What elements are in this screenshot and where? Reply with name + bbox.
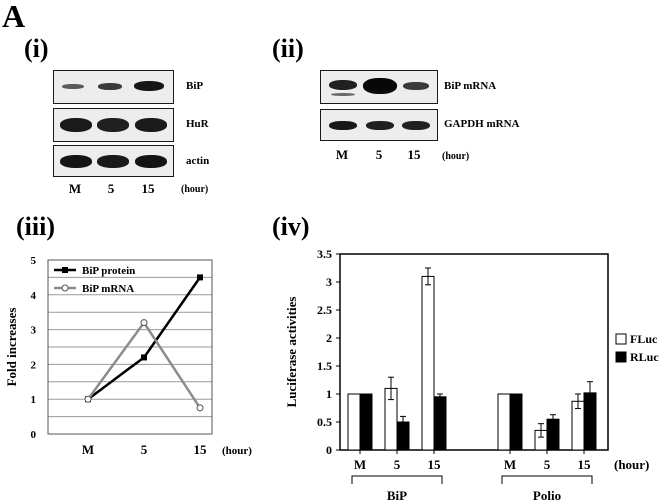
band: [135, 118, 167, 132]
x-tick-label: M: [354, 457, 366, 472]
legend-marker: [61, 284, 69, 292]
y-tick-label: 0.5: [317, 415, 332, 429]
bar: [497, 393, 511, 451]
band: [97, 118, 129, 132]
y-tick-label: 1.5: [317, 359, 332, 373]
lane-label: 15: [407, 147, 421, 162]
y-tick-label: 0: [31, 429, 37, 441]
group-label: BiP: [387, 488, 407, 502]
y-tick-label: 0: [326, 443, 332, 457]
lane-label: 5: [375, 147, 383, 162]
bar: [421, 275, 435, 451]
blot-hur: [53, 108, 174, 142]
plot-frame: [47, 259, 213, 435]
x-unit-label: (hour): [614, 457, 649, 472]
blot-label-bip-mrna: BiP mRNA: [444, 80, 497, 92]
y-tick-label: 3: [326, 275, 332, 289]
x-tick-label: 15: [194, 442, 208, 457]
x-tick-label: 15: [428, 457, 442, 472]
panel-label-i: (i): [24, 34, 49, 63]
line-chart-fold-increase: 0 1 2 3 4 5 M 5 15 (hour) Fold increases BiP protei…: [4, 255, 252, 457]
blot-bip-mrna: [320, 70, 438, 104]
data-point: [141, 354, 147, 361]
data-point: [84, 395, 92, 403]
lane-label: 5: [107, 181, 115, 196]
band: [60, 118, 92, 132]
blot-label-bip: BiP: [186, 80, 204, 92]
panel-label-iii: (iii): [16, 212, 55, 241]
y-axis-label: Luciferase activities: [284, 297, 299, 408]
y-tick-label: 2: [31, 359, 37, 371]
band: [97, 155, 129, 168]
band: [363, 78, 397, 94]
group-bracket: [351, 475, 443, 484]
bar: [359, 393, 373, 451]
x-tick-label: M: [82, 442, 94, 457]
legend-swatch: [615, 333, 627, 345]
band: [62, 84, 84, 89]
legend-marker: [62, 267, 68, 273]
legend-label: BiP mRNA: [82, 283, 134, 295]
band: [98, 83, 122, 90]
blot-label-gapdh-mrna: GAPDH mRNA: [444, 118, 520, 130]
data-point: [197, 274, 203, 281]
legend-label: BiP protein: [82, 265, 135, 277]
band: [403, 82, 429, 90]
bar-chart-luciferase: 0 0.5 1 1.5 2 2.5 3 3.5 Luciferase activities M 5 1…: [284, 247, 659, 502]
band: [331, 93, 355, 96]
series-line: [86, 320, 202, 409]
x-tick-label: 5: [544, 457, 551, 472]
band: [134, 81, 164, 91]
y-tick-label: 3: [31, 325, 37, 337]
x-tick-label: 5: [141, 442, 148, 457]
lane-label: 15: [141, 181, 155, 196]
band: [329, 80, 357, 90]
y-tick-label: 2: [326, 331, 332, 345]
group-label: Polio: [533, 488, 561, 502]
band: [366, 121, 394, 130]
plot-frame: [339, 253, 609, 451]
blot-gapdh-mrna: [320, 109, 438, 141]
panel-label-iv: (iv): [272, 212, 310, 241]
band: [135, 155, 167, 168]
unit-label: (hour): [181, 184, 209, 195]
lane-label: M: [335, 147, 349, 162]
bar: [433, 396, 447, 451]
y-tick-label: 1: [326, 387, 332, 401]
y-tick-label: 1: [31, 394, 37, 406]
band: [402, 121, 430, 130]
panel-label-ii: (ii): [272, 34, 304, 63]
group-bracket: [501, 475, 593, 484]
data-point: [196, 404, 204, 412]
x-tick-label: 15: [578, 457, 592, 472]
band: [329, 121, 357, 130]
figure-letter: A: [2, 0, 26, 34]
unit-label: (hour): [442, 151, 470, 162]
lane-label: M: [68, 181, 82, 196]
blot-bip: [53, 70, 174, 104]
y-tick-label: 3.5: [317, 247, 332, 261]
y-tick-label: 2.5: [317, 303, 332, 317]
blot-label-actin: actin: [186, 155, 210, 167]
x-tick-label: 5: [394, 457, 401, 472]
blot-actin: [53, 145, 174, 177]
band: [60, 155, 92, 168]
y-axis-label: Fold increases: [4, 308, 19, 387]
data-point: [140, 319, 148, 327]
legend-label: FLuc: [630, 332, 658, 346]
legend-swatch: [615, 351, 627, 363]
bar: [509, 393, 523, 451]
x-unit-label: (hour): [222, 445, 252, 457]
y-tick-label: 4: [31, 290, 37, 302]
x-tick-label: M: [504, 457, 516, 472]
blot-label-hur: HuR: [186, 118, 209, 130]
bar: [347, 393, 361, 451]
y-tick-label: 5: [31, 255, 37, 267]
legend-label: RLuc: [630, 350, 659, 364]
